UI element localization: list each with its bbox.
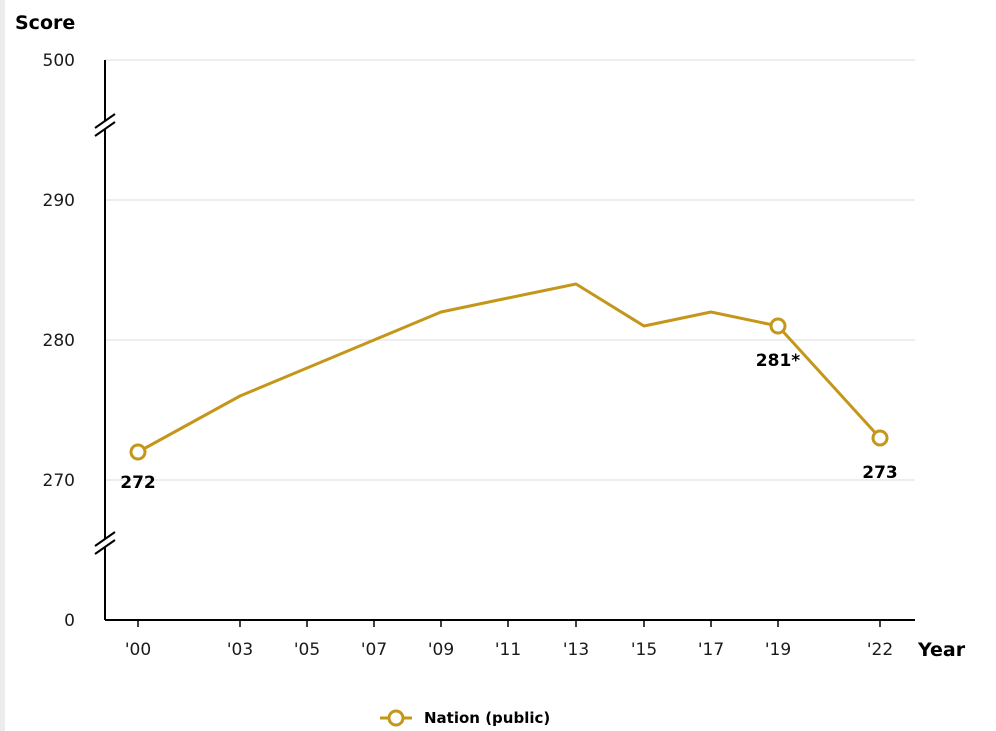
axis-break-mark-top-2 [94, 121, 116, 137]
x-tick-label: '15 [631, 640, 657, 660]
x-tick-label: '09 [428, 640, 454, 660]
legend-marker-icon [387, 709, 405, 727]
data-labels: 272 281* 273 [120, 351, 898, 493]
data-point-marker [871, 429, 889, 447]
y-tick-label: 500 [43, 51, 75, 71]
axis-break-mark-bottom-1 [94, 531, 116, 547]
y-axis-title: Score [15, 12, 75, 34]
legend-label: Nation (public) [424, 709, 550, 727]
series-line [137, 282, 882, 454]
x-tick-label: '19 [765, 640, 791, 660]
y-tick-labels: 500 290 280 270 0 [43, 51, 75, 631]
series-nation-public [129, 282, 889, 461]
y-tick-label: 0 [64, 611, 75, 631]
x-tick-label: '03 [227, 640, 253, 660]
left-edge-strip [0, 0, 5, 731]
x-tick-label: '13 [563, 640, 589, 660]
y-tick-label: 270 [43, 471, 75, 491]
x-tick-label: '22 [867, 640, 893, 660]
y-tick-label: 290 [43, 191, 75, 211]
axis-break-mark-bottom-2 [94, 539, 116, 555]
data-point-marker [769, 317, 787, 335]
y-tick-label: 280 [43, 331, 75, 351]
x-tick-label: '05 [294, 640, 320, 660]
axis-break-mark-top-1 [94, 113, 116, 129]
data-label: 272 [120, 473, 156, 493]
x-tick-label: '00 [125, 640, 151, 660]
data-point-marker [129, 443, 147, 461]
x-tick-labels: '00 '03 '05 '07 '09 '11 '13 '15 '17 '19 '22 [125, 640, 893, 660]
x-axis-title: Year [917, 639, 966, 661]
x-ticks [137, 620, 881, 627]
data-label: 273 [862, 463, 898, 483]
legend: Nation (public) [380, 709, 550, 727]
data-label: 281* [756, 351, 800, 371]
x-tick-label: '07 [361, 640, 387, 660]
gridlines [105, 59, 915, 481]
y-axis [94, 60, 116, 620]
x-tick-label: '11 [495, 640, 521, 660]
x-tick-label: '17 [698, 640, 724, 660]
